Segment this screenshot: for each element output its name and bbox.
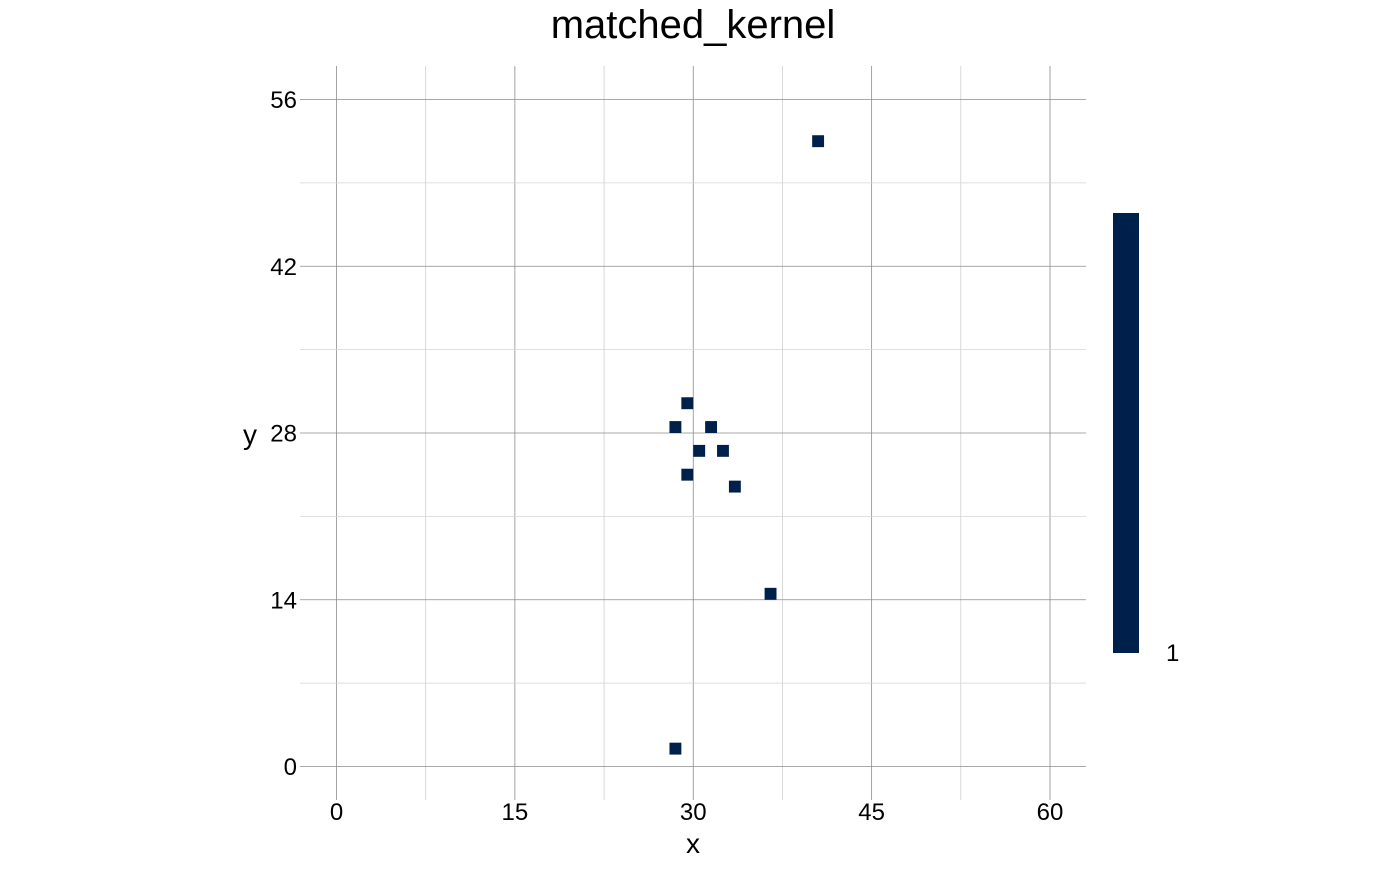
heatmap-cell [681,397,694,410]
heatmap-cell [669,742,682,755]
y-axis-ticks: 0 14 28 42 56 [270,87,297,781]
heatmap-cell [705,421,718,433]
grid-lines [300,66,1086,800]
x-tick-label: 0 [330,799,343,826]
x-tick-label: 45 [858,799,885,826]
heatmap-cell [681,468,694,481]
x-tick-label: 15 [502,799,529,826]
y-tick-label: 56 [270,87,297,114]
chart-title: matched_kernel [551,3,836,47]
y-tick-label: 28 [270,421,297,448]
y-axis-label: y [243,419,257,450]
y-tick-label: 0 [284,754,297,781]
heatmap-cell [669,421,682,433]
heatmap-cell [728,480,741,493]
heatmap-cell [812,135,825,148]
heatmap-cell [717,444,729,457]
heatmap-cell [693,444,706,457]
colorbar-swatch [1113,213,1139,653]
heatmap-cells [669,135,825,755]
x-tick-label: 60 [1037,799,1064,826]
y-tick-label: 42 [270,254,297,281]
heatmap-cell [764,587,777,600]
x-axis-ticks: 0 15 30 45 60 [330,799,1064,826]
colorbar-tick-label: 1 [1166,640,1179,667]
y-tick-label: 14 [270,587,297,614]
colorbar: 1 [1113,213,1179,667]
x-tick-label: 30 [680,799,707,826]
x-axis-label: x [686,828,700,859]
